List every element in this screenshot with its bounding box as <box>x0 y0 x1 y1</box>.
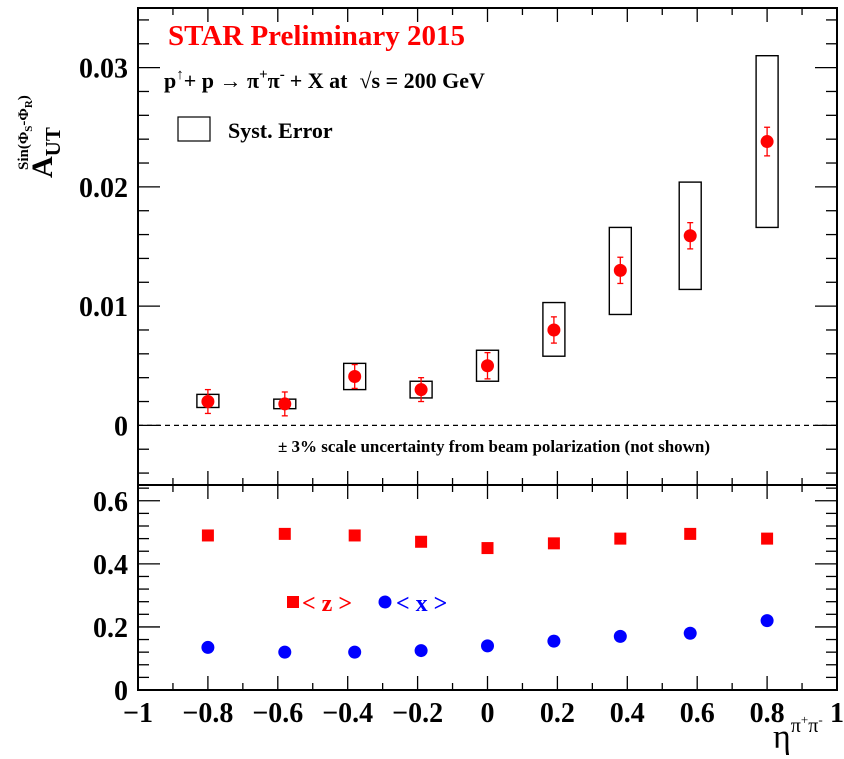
syst-box <box>475 349 500 382</box>
y-title-sup-sin: Sin(Φ <box>16 132 32 170</box>
syst-box <box>678 181 702 291</box>
reaction-pi: π <box>268 68 280 93</box>
scale-note: ± 3% scale uncertainty from beam polariz… <box>278 437 710 456</box>
z-point <box>348 529 361 542</box>
x-point <box>201 640 215 654</box>
x-point <box>683 626 697 640</box>
y-title-sup-close: ) <box>16 95 32 100</box>
y-tick-label: 0.03 <box>79 54 128 85</box>
x-title-plus: + <box>801 712 808 727</box>
reaction-label: p↑+ p → π+π- + X at √s = 200 GeV <box>164 67 485 93</box>
asymmetry-point <box>201 395 215 409</box>
x-tick-label: −0.6 <box>252 698 303 729</box>
reaction-sqrt: √ <box>359 68 372 93</box>
reaction-arrow-sup: ↑ <box>176 67 184 83</box>
asymmetry-point <box>278 397 292 411</box>
syst-box <box>608 226 633 316</box>
y-tick-label: 0.01 <box>79 292 128 323</box>
asymmetry-point <box>547 323 561 337</box>
z-point <box>547 537 560 550</box>
y-axis-title: AUT Sin(ΦS-ΦR) <box>16 95 65 178</box>
x-tick-label: −0.8 <box>182 698 233 729</box>
svg-text:Sin(ΦS-ΦR): Sin(ΦS-ΦR) <box>16 95 35 170</box>
mean-z-points <box>201 527 774 555</box>
bottom-panel-ticks <box>137 485 838 691</box>
y-title-sup-r: R <box>23 99 35 108</box>
x-title-minus: - <box>818 712 822 727</box>
syst-box <box>342 362 367 391</box>
x-point <box>414 644 428 658</box>
x-tick-label: 0.2 <box>540 698 575 729</box>
z-point <box>614 532 627 545</box>
asymmetry-points <box>201 126 774 417</box>
z-point <box>684 527 697 540</box>
z-point <box>481 542 494 555</box>
bottom-panel-frame <box>137 484 838 691</box>
bottom-y-tick-labels: 0 0.2 0.4 0.6 <box>93 487 128 707</box>
reaction-energy: s = 200 GeV <box>372 68 485 93</box>
asymmetry-point <box>414 383 428 397</box>
x-legend-label: < x > <box>396 591 447 617</box>
syst-legend-label: Syst. Error <box>228 118 333 143</box>
x-tick-label: 0.8 <box>750 698 785 729</box>
x-tick-label: 0 <box>481 698 495 729</box>
reaction-mid: + p → π <box>184 68 259 93</box>
x-axis-title: ηπ+π- <box>773 712 823 756</box>
reaction-p: p <box>164 68 176 93</box>
x-tick-label: 1 <box>830 698 844 729</box>
y-tick-label: 0.02 <box>79 173 128 204</box>
y-tick-label: 0.6 <box>93 487 128 518</box>
y-title-sup-dash: -Φ <box>16 108 32 125</box>
syst-box <box>755 55 779 229</box>
y-title-sup-s: S <box>23 126 35 132</box>
chart-title: STAR Preliminary 2015 <box>168 20 465 52</box>
reaction-rhs: + X at <box>290 68 348 93</box>
x-point <box>613 629 627 643</box>
reaction-pi-minus: - <box>280 67 285 83</box>
z-legend-label: < z > <box>302 591 352 617</box>
asymmetry-point <box>481 359 494 373</box>
top-y-tick-labels: 0 0.01 0.02 0.03 <box>79 54 128 443</box>
mean-x-points <box>201 614 774 659</box>
z-point <box>201 529 214 542</box>
x-point <box>278 645 292 659</box>
asymmetry-point <box>760 135 774 149</box>
y-tick-label: 0 <box>114 411 128 442</box>
x-title-pi1: π <box>791 715 801 737</box>
asymmetry-point <box>613 263 627 277</box>
syst-legend-box <box>177 116 211 142</box>
z-legend-marker <box>287 596 299 608</box>
reaction-pi-plus: + <box>259 67 268 83</box>
x-tick-label: −1 <box>123 698 153 729</box>
top-panel-ticks <box>137 8 838 485</box>
x-tick-label: 0.4 <box>610 698 645 729</box>
x-point <box>760 614 774 628</box>
asymmetry-point <box>683 229 697 243</box>
x-tick-label: −0.4 <box>322 698 373 729</box>
y-title-main: A <box>26 156 59 178</box>
y-title-sub: UT <box>41 127 65 156</box>
x-tick-labels: −1 −0.8 −0.6 −0.4 −0.2 0 0.2 0.4 0.6 0.8 1 <box>123 698 844 729</box>
y-tick-label: 0 <box>114 676 128 707</box>
asymmetry-point <box>348 369 362 383</box>
x-point <box>481 639 494 653</box>
x-title-pi2: π <box>808 715 818 737</box>
z-point <box>278 527 291 540</box>
svg-text:AUT: AUT <box>26 127 65 178</box>
z-point <box>415 535 428 548</box>
x-point <box>547 634 561 648</box>
y-tick-label: 0.2 <box>93 613 128 644</box>
x-tick-label: 0.6 <box>680 698 715 729</box>
x-title-main: η <box>773 719 791 756</box>
z-point <box>761 532 774 545</box>
x-legend-marker <box>378 595 392 609</box>
syst-box <box>542 301 566 357</box>
y-tick-label: 0.4 <box>93 550 128 581</box>
x-tick-label: −0.2 <box>392 698 443 729</box>
x-point <box>348 645 362 659</box>
